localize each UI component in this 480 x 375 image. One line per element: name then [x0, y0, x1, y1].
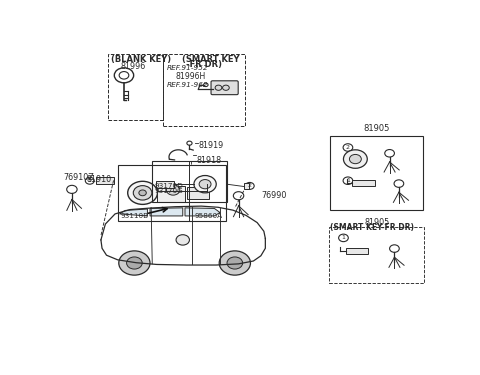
Text: 81910: 81910 [87, 175, 112, 184]
Circle shape [227, 257, 243, 269]
Text: 93170G: 93170G [154, 188, 183, 194]
Circle shape [219, 251, 251, 275]
Circle shape [344, 150, 367, 168]
Circle shape [215, 85, 222, 90]
Text: 81996: 81996 [120, 62, 145, 71]
Polygon shape [120, 209, 147, 216]
Circle shape [139, 190, 146, 196]
Text: (SMART KEY-FR DR): (SMART KEY-FR DR) [330, 223, 414, 232]
Text: REF.91-962: REF.91-962 [167, 82, 208, 88]
Circle shape [349, 154, 361, 164]
Polygon shape [185, 208, 220, 216]
Bar [244, 183, 249, 189]
Text: REF.91-952: REF.91-952 [167, 64, 208, 70]
Text: 81918: 81918 [197, 156, 222, 165]
Circle shape [133, 186, 152, 200]
Text: 81905: 81905 [364, 217, 389, 226]
Text: (SMART KEY: (SMART KEY [182, 56, 240, 64]
Bar [108, 54, 163, 120]
Circle shape [176, 235, 190, 245]
Text: 2: 2 [248, 183, 252, 188]
Text: 1: 1 [342, 236, 346, 240]
Text: 76990: 76990 [261, 191, 286, 200]
Circle shape [127, 257, 142, 269]
Text: 1: 1 [346, 178, 350, 183]
Bar [157, 186, 185, 201]
Polygon shape [150, 208, 183, 216]
Circle shape [128, 181, 157, 204]
Circle shape [223, 85, 229, 90]
Bar [329, 227, 424, 283]
Bar [330, 136, 423, 210]
Circle shape [194, 176, 216, 193]
Bar [187, 187, 209, 199]
Text: 76910Z: 76910Z [64, 173, 95, 182]
Bar [346, 248, 368, 254]
Text: 81996H: 81996H [175, 72, 205, 81]
Bar [96, 177, 114, 184]
Bar [118, 165, 226, 221]
Circle shape [199, 180, 211, 189]
FancyBboxPatch shape [211, 81, 238, 94]
Text: 93110B: 93110B [120, 213, 149, 219]
Text: 2: 2 [346, 145, 350, 150]
Bar [163, 54, 244, 126]
Text: 1: 1 [88, 178, 92, 183]
Text: 81919: 81919 [199, 141, 224, 150]
Text: 95860A: 95860A [194, 213, 223, 219]
Text: 81905: 81905 [363, 124, 390, 133]
Circle shape [167, 185, 180, 195]
Bar [352, 180, 375, 186]
Circle shape [119, 251, 150, 275]
Bar [152, 160, 227, 202]
Text: -FR DR): -FR DR) [186, 60, 222, 69]
Bar [156, 181, 174, 188]
Text: 93170D: 93170D [154, 183, 183, 189]
Text: (BLANK KEY): (BLANK KEY) [111, 55, 171, 64]
